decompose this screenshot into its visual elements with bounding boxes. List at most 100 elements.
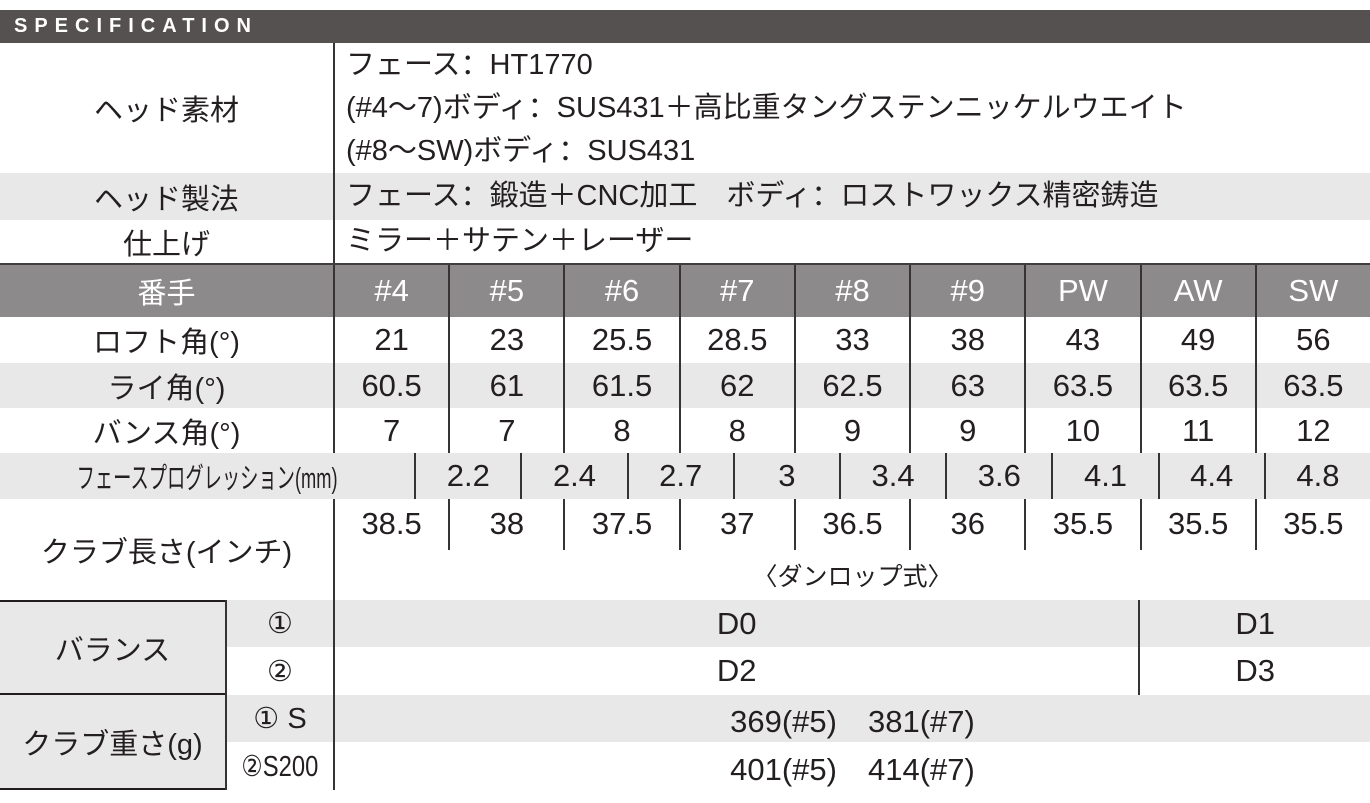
spec-row-label: クラブ長さ(インチ) [40,536,293,569]
club-column-header: #4 [333,265,448,317]
balance-value-main: D0 [333,600,1138,647]
balance-value-wedge: D1 [1138,600,1370,647]
spec-cell: 4.1 [1051,453,1157,499]
club-weight-sub-label: ②S200 [225,742,333,790]
club-weight-section: クラブ重さ(g) ① S 369(#5) 381(#7) ②S200 401(#… [0,695,1370,790]
spec-cell: 11 [1139,408,1255,453]
club-column-header: AW [1139,265,1255,317]
club-number-header-cells: #4 #5 #6 #7 #8 #9 PW AW SW [333,265,1370,317]
balance-section: バランス ① D0 D1 ② D2 D3 [0,600,1370,695]
title-bar: SPECIFICATION [0,10,1370,43]
balance-label: バランス [0,600,225,695]
spec-cell: 43 [1024,317,1139,363]
spec-cell: 36.5 [793,499,909,550]
club-weight-row-1: ① S 369(#5) 381(#7) [225,695,1370,742]
club-column-header: #9 [909,265,1024,317]
spec-row-cells: 60.5 61 61.5 62 62.5 63 63.5 63.5 63.5 [333,363,1370,408]
spec-row-label-text: フェースプログレッション(mm) [76,463,338,495]
spec-cell: 10 [1024,408,1139,453]
info-row-head-material: ヘッド素材 フェース：HT1770 (#4〜7)ボディ：SUS431＋高比重タン… [0,43,1370,173]
spec-cell: 36 [909,499,1024,550]
spec-row-label: ロフト角(°) [93,327,240,359]
spec-row-cells: 7 7 8 8 9 9 10 11 12 [333,408,1370,453]
club-weight-sub-label: ① S [225,695,333,742]
club-column-header: PW [1024,265,1139,317]
spec-cell: 4.4 [1157,453,1264,499]
info-line: フェース：HT1770 [346,48,593,81]
spec-cell: 35.5 [1254,499,1370,550]
spec-row-lie: ライ角(°) 60.5 61 61.5 62 62.5 63 63.5 63.5 63.5 [0,363,1370,408]
spec-cell: 49 [1139,317,1255,363]
dunlop-note-cell: 〈ダンロップ式〉 [333,549,1370,600]
balance-value-wedge: D3 [1138,647,1370,695]
info-row-head-construction: ヘッド製法 フェース：鍛造＋CNC加工 ボディ：ロストワックス精密鋳造 [0,173,1370,220]
spec-row-club-length: クラブ長さ(インチ) 38.5 38 37.5 37 36.5 36 35.5 35.5 35.… [0,499,1370,600]
spec-cell: 23 [448,317,563,363]
spec-cell: 62 [678,363,794,408]
club-weight-value: 401(#5) 414(#7) [333,742,1370,790]
spec-cell: 9 [793,408,909,453]
spec-cell: 61.5 [563,363,678,408]
spec-cell: 63.5 [1139,363,1255,408]
club-column-header: #7 [678,265,794,317]
info-row-value: フェース：鍛造＋CNC加工 ボディ：ロストワックス精密鋳造 [333,173,1370,220]
spec-cell: 21 [333,317,448,363]
club-number-header-row: 番手 #4 #5 #6 #7 #8 #9 PW AW SW [0,263,1370,317]
spec-cell: 8 [563,408,678,453]
info-line: (#4〜7)ボディ：SUS431＋高比重タングステンニッケルウエイト [346,91,1187,124]
spec-cell: 12 [1254,408,1370,453]
club-column-header: SW [1254,265,1370,317]
balance-row-1: ① D0 D1 [225,600,1370,647]
info-line: (#8〜SW)ボディ：SUS431 [346,134,696,167]
spec-cell: 35.5 [1024,499,1139,550]
spec-row-cells: 21 23 25.5 28.5 33 38 43 49 56 [333,317,1370,363]
club-column-header: #5 [448,265,563,317]
spec-row-label: ライ角(°) [107,372,226,405]
spec-cell: 2.7 [626,453,733,499]
club-number-header-label: 番手 [137,278,196,310]
club-column-header: #6 [563,265,678,317]
spec-cell: 56 [1254,317,1370,363]
dunlop-note: 〈ダンロップ式〉 [752,562,953,591]
spec-cell: 37 [678,499,794,550]
balance-row-2: ② D2 D3 [225,647,1370,695]
club-column-header: #8 [793,265,909,317]
spec-cell: 60.5 [333,363,448,408]
spec-cell: 3.6 [945,453,1051,499]
balance-sub-label: ② [225,647,333,695]
info-row-value: ミラー＋サテン＋レーザー [333,220,1370,263]
spec-row-bounce: バンス角(°) 7 7 8 8 9 9 10 11 12 [0,408,1370,453]
spec-row-label: バンス角(°) [92,417,241,450]
spec-cell: 9 [909,408,1024,453]
info-row-label: ヘッド製法 [93,183,239,216]
spec-cell: 28.5 [678,317,794,363]
spec-cell: 3.4 [839,453,945,499]
spec-cell: 2.2 [414,453,520,499]
info-line: ミラー＋サテン＋レーザー [346,225,694,257]
club-weight-label: クラブ重さ(g) [0,695,225,790]
spec-row-face-progression: フェースプログレッション(mm) 2.2 2.4 2.7 3 3.4 3.6 4.1 4.4 4… [0,453,1370,499]
spec-cell: 7 [333,408,448,453]
spec-cell: 38.5 [333,499,448,550]
spec-cell: 33 [793,317,909,363]
spec-cell: 38 [909,317,1024,363]
info-row-finish: 仕上げ ミラー＋サテン＋レーザー [0,220,1370,263]
info-row-label: ヘッド素材 [93,95,239,127]
spec-cell: 63.5 [1254,363,1370,408]
club-weight-value: 369(#5) 381(#7) [333,695,1370,742]
club-length-stack: 38.5 38 37.5 37 36.5 36 35.5 35.5 35.5 〈ダンロップ式〉 [333,499,1370,600]
spec-row-cells: 38.5 38 37.5 37 36.5 36 35.5 35.5 35.5 [333,499,1370,550]
spec-cell: 8 [678,408,794,453]
balance-rows: ① D0 D1 ② D2 D3 [225,600,1370,695]
spec-cell: 63 [909,363,1024,408]
spec-cell: 3 [732,453,839,499]
spec-row-cells: 2.2 2.4 2.7 3 3.4 3.6 4.1 4.4 4.8 [414,453,1370,499]
balance-value-main: D2 [333,647,1138,695]
info-row-value: フェース：HT1770 (#4〜7)ボディ：SUS431＋高比重タングステンニッ… [333,43,1370,173]
spec-cell: 2.4 [520,453,626,499]
spec-cell: 63.5 [1024,363,1139,408]
spec-cell: 35.5 [1139,499,1255,550]
spec-cell: 4.8 [1263,453,1370,499]
spec-cell: 61 [448,363,563,408]
